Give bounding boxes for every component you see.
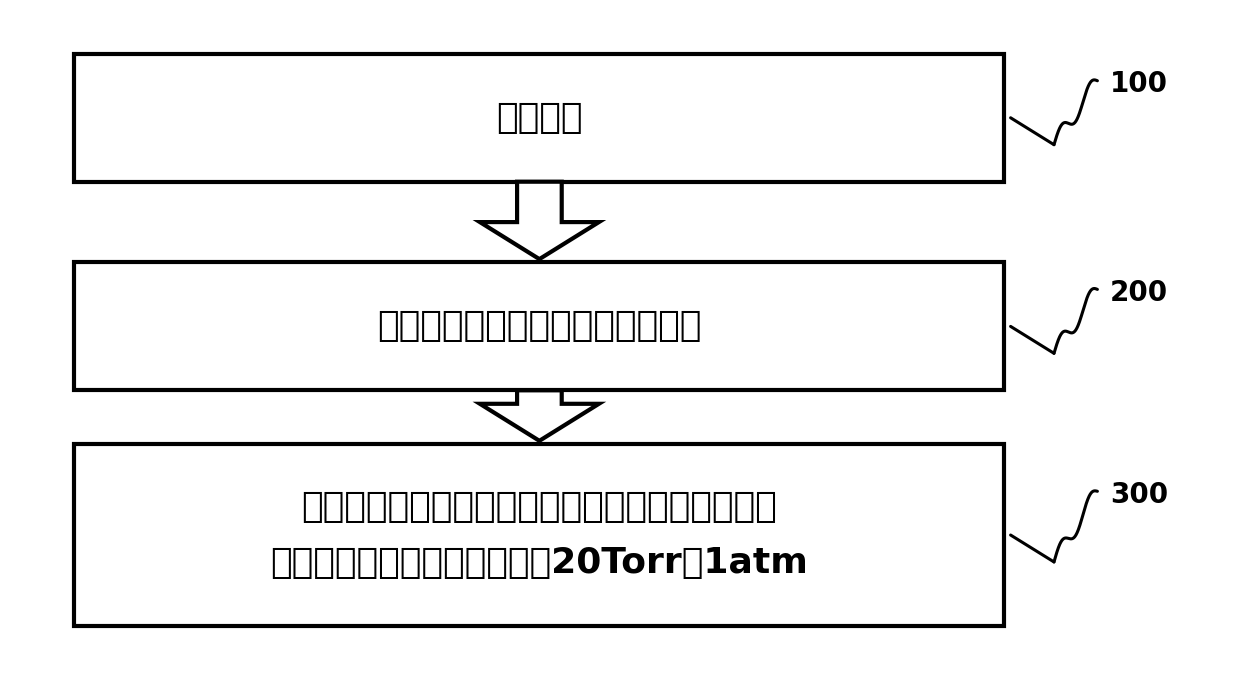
Text: 对含有所述硅基光波导线条的衬底进行氢气退火，
所述氢气退火的腔室压力为：20Torr－1atm: 对含有所述硅基光波导线条的衬底进行氢气退火， 所述氢气退火的腔室压力为：20To… xyxy=(270,490,808,580)
Text: 300: 300 xyxy=(1110,481,1168,509)
Text: 提供衬底: 提供衬底 xyxy=(496,101,583,135)
Bar xyxy=(74,262,1004,390)
Polygon shape xyxy=(480,182,599,259)
Bar xyxy=(74,54,1004,182)
Text: 200: 200 xyxy=(1110,279,1168,307)
Bar xyxy=(74,444,1004,626)
Polygon shape xyxy=(480,390,599,441)
Text: 在所述衬底上形成硅基光波导线条: 在所述衬底上形成硅基光波导线条 xyxy=(377,310,702,343)
Text: 100: 100 xyxy=(1110,70,1168,98)
